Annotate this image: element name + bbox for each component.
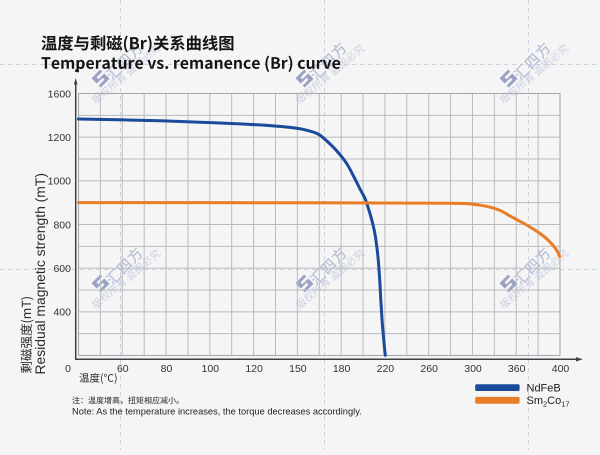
svg-text:Note: As the temperature incre: Note: As the temperature increases, the … <box>72 407 362 417</box>
svg-text:220: 220 <box>377 363 395 375</box>
svg-text:120: 120 <box>245 363 263 375</box>
svg-text:80: 80 <box>161 363 173 375</box>
svg-text:NdFeB: NdFeB <box>527 383 561 395</box>
svg-text:180: 180 <box>333 363 351 375</box>
svg-text:300: 300 <box>464 363 482 375</box>
svg-text:400: 400 <box>53 307 71 319</box>
svg-text:1000: 1000 <box>48 176 72 188</box>
svg-text:360: 360 <box>508 363 526 375</box>
svg-text:800: 800 <box>53 219 71 231</box>
svg-text:400: 400 <box>552 363 570 375</box>
svg-text:Sm2Co17: Sm2Co17 <box>527 395 570 408</box>
svg-text:600: 600 <box>53 263 71 275</box>
svg-text:100: 100 <box>202 363 220 375</box>
svg-text:Residual magnetic strength (mT: Residual magnetic strength (mT) <box>32 173 48 375</box>
svg-text:1600: 1600 <box>48 88 72 100</box>
svg-text:260: 260 <box>420 363 438 375</box>
svg-text:1200: 1200 <box>48 132 72 144</box>
svg-text:0: 0 <box>65 363 71 375</box>
svg-text:150: 150 <box>289 363 307 375</box>
svg-text:60: 60 <box>117 363 129 375</box>
